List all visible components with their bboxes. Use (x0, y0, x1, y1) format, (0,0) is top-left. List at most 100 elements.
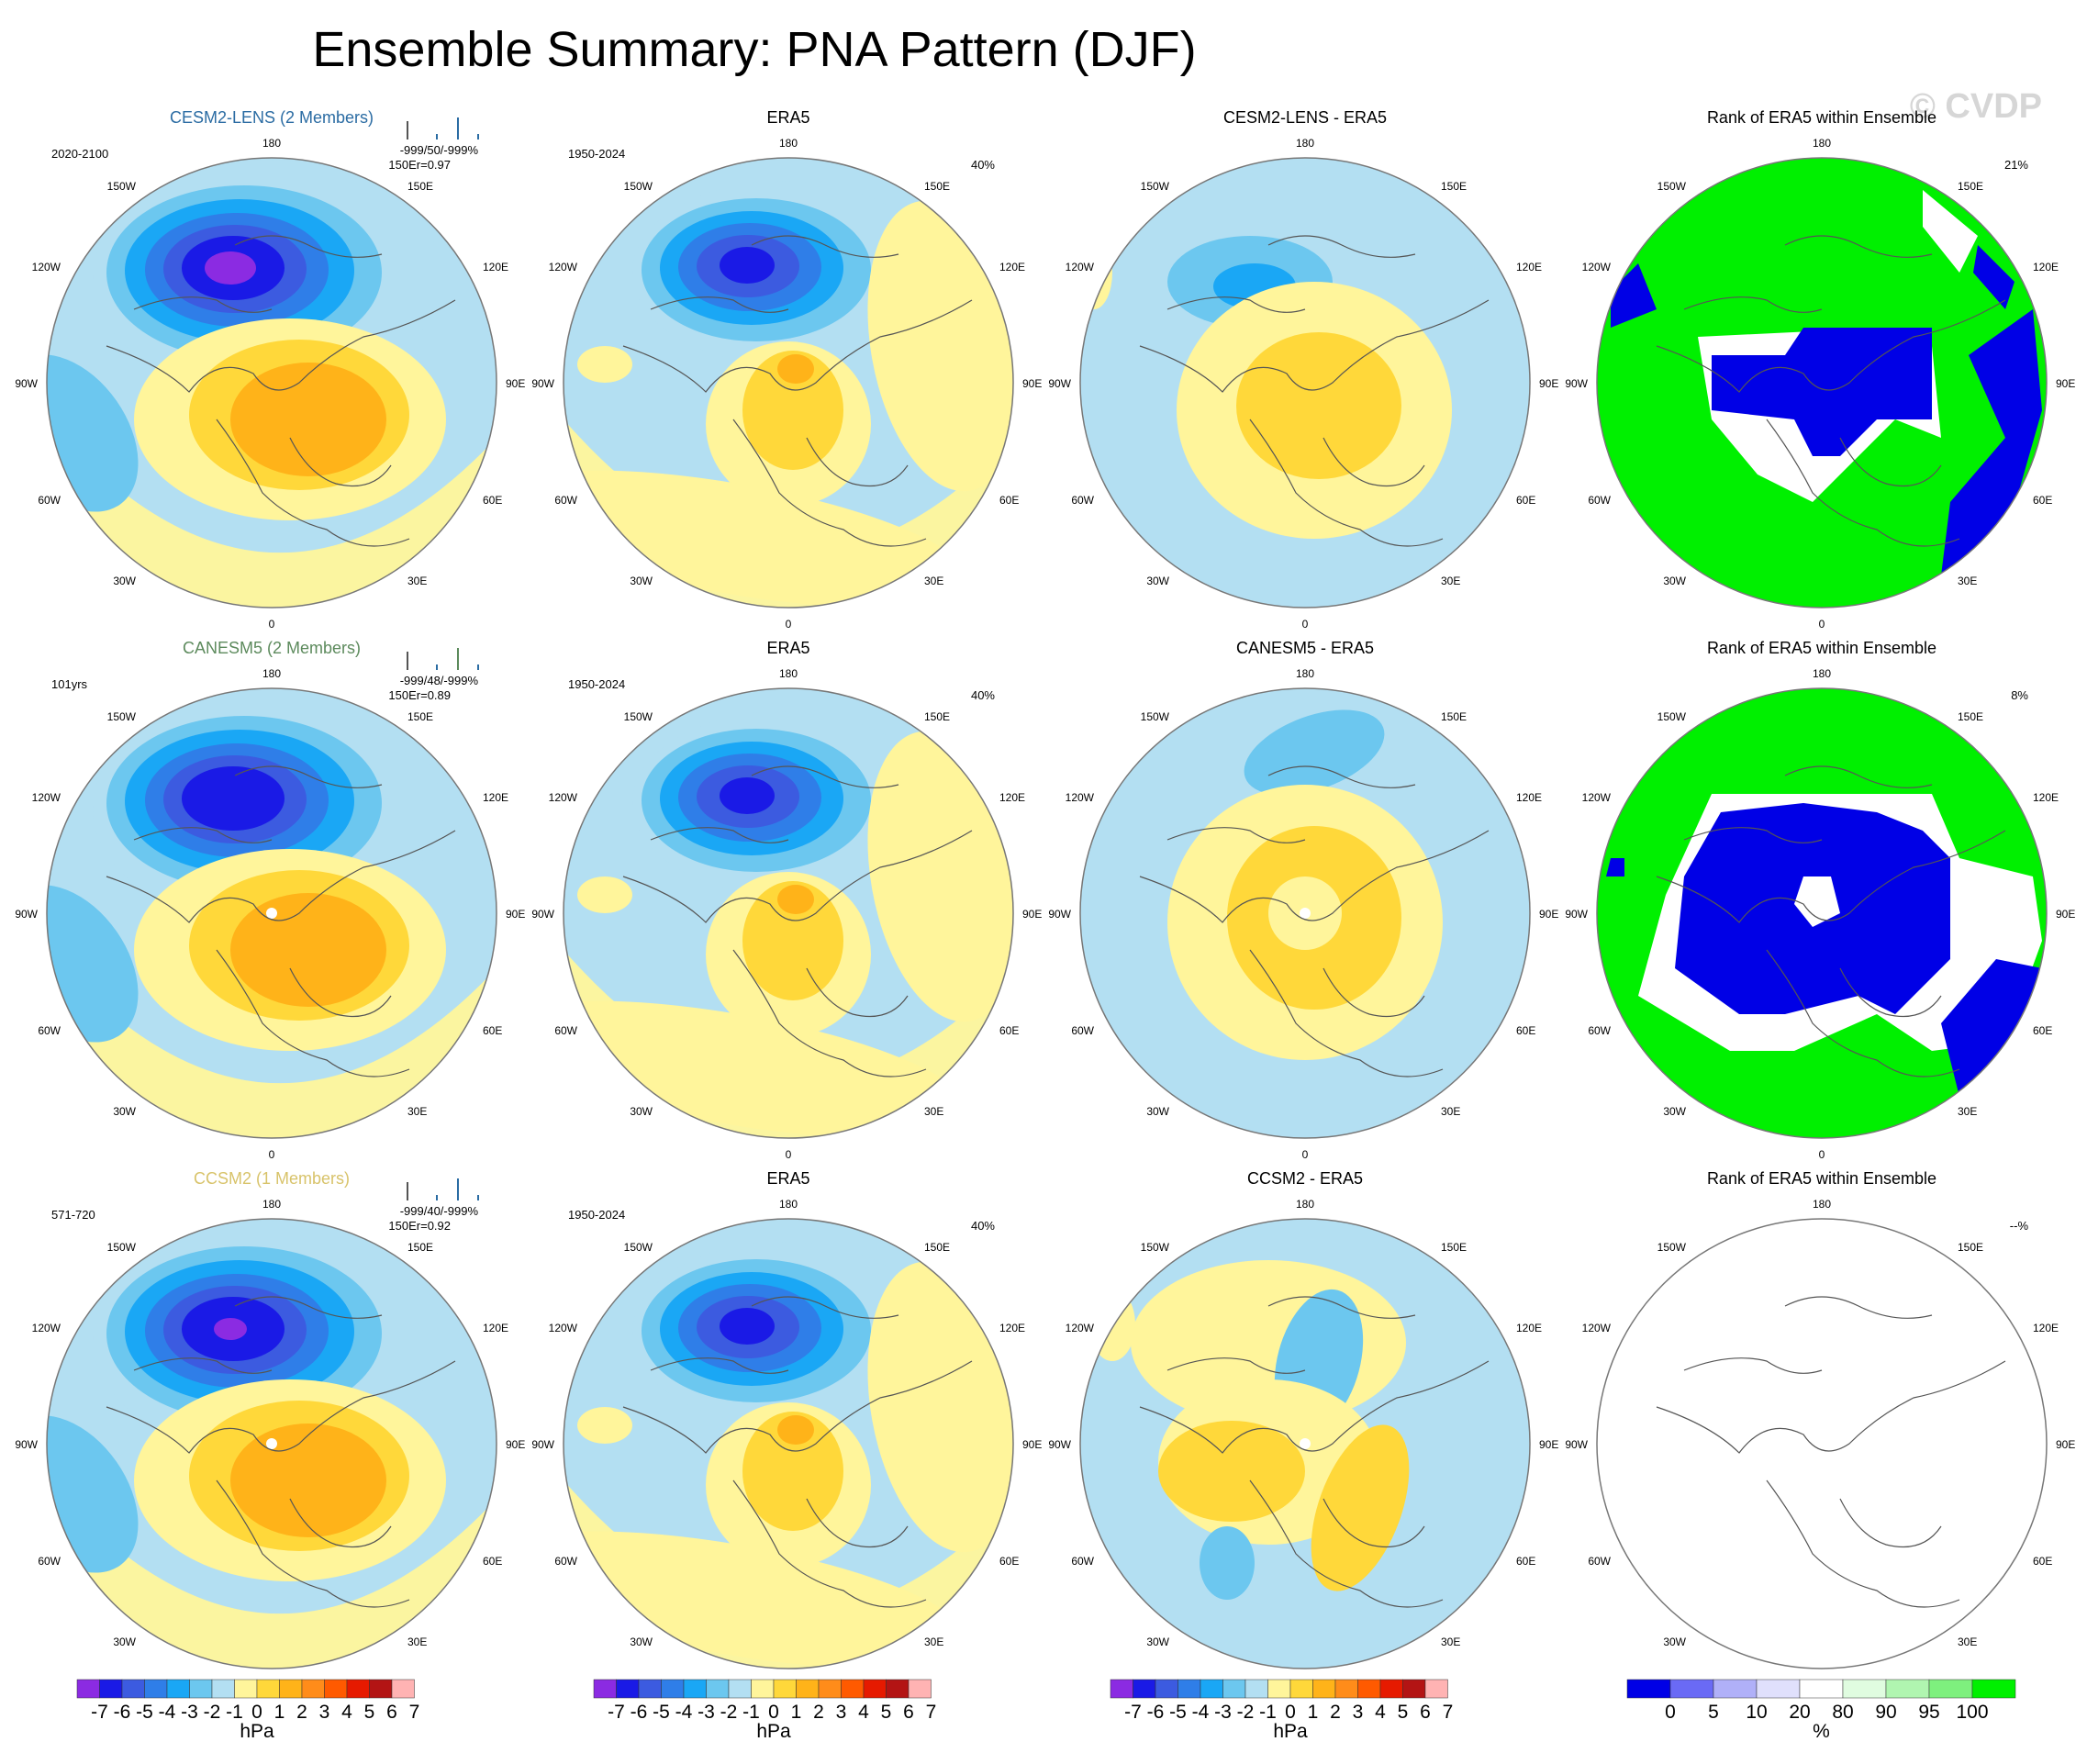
colorbar-swatch (301, 1679, 325, 1699)
lon-label-lr2: 30E (407, 1105, 427, 1118)
map-disk (564, 1219, 1013, 1669)
contour-region (47, 885, 139, 1043)
era5-years: 1950-2024 (568, 677, 625, 691)
stats-line-1: -999/40/-999% (400, 1204, 479, 1218)
model-title: CANESM5 (2 Members) (183, 639, 361, 657)
rank-region (1606, 858, 1624, 876)
coastline (1656, 1296, 2006, 1608)
lon-label-ll1: 60W (554, 1024, 577, 1037)
map-disk (47, 1219, 497, 1669)
lon-label-lr2: 30E (1441, 575, 1460, 587)
lon-label-left: 90W (1565, 377, 1588, 390)
colorbar-swatch (324, 1679, 348, 1699)
lon-label-ur2: 120E (483, 261, 508, 274)
contour-region (47, 354, 139, 512)
lon-label-right: 90E (1022, 1438, 1042, 1451)
lon-label-lr1: 60E (999, 494, 1019, 507)
colorbar-tick: -1 (1259, 1702, 1277, 1723)
lon-label-top: 180 (779, 667, 798, 680)
colorbar-tick: 0 (1285, 1702, 1296, 1723)
map-border (1079, 687, 1531, 1139)
colorbar-tick: 5 (1708, 1702, 1719, 1723)
lon-label-ur1: 150E (1441, 180, 1467, 193)
panel-r1-c1: 180 0 90W 90E 150W 120W 150E 120E 60W 30W 60E 30E CE… (15, 108, 525, 631)
pole-point (1300, 908, 1311, 919)
colorbar-swatch (1756, 1679, 1801, 1699)
colorbar-tick: -2 (204, 1702, 221, 1723)
lon-label-lr1: 60E (1516, 1555, 1535, 1568)
colorbar-tick: 0 (1665, 1702, 1676, 1723)
lon-label-ul1: 150W (1657, 180, 1687, 193)
map-border (46, 1218, 497, 1669)
contour-region (777, 1415, 814, 1445)
watermark: © CVDP (1910, 87, 2042, 126)
lon-label-lr1: 60E (1516, 494, 1535, 507)
map-border (1596, 1218, 2048, 1669)
lon-label-right: 90E (2056, 908, 2075, 921)
lon-label-ul1: 150W (1141, 180, 1170, 193)
coastline (622, 235, 973, 547)
lon-label-bottom: 0 (1819, 618, 1825, 631)
lon-label-lr2: 30E (924, 575, 943, 587)
coastline (622, 1296, 973, 1608)
lon-label-ur2: 120E (1516, 1322, 1542, 1334)
map-disk (1597, 158, 2047, 608)
map-disk (1597, 688, 2047, 1138)
colorbar-swatch (841, 1679, 865, 1699)
colorbar-swatch (1357, 1679, 1381, 1699)
colorbar-swatch (1267, 1679, 1291, 1699)
colorbar-tick: 20 (1789, 1702, 1810, 1723)
map-border (46, 687, 497, 1139)
lon-label-left: 90W (15, 1438, 38, 1451)
map-disk (1080, 1219, 1530, 1669)
stats-line-2: 150Er=0.89 (388, 688, 451, 702)
lon-label-right: 90E (2056, 377, 2075, 390)
panel-r2-c3: 180 0 90W 90E 150W 120W 150E 120E 60W 30W 60E 30E CA… (1048, 639, 1558, 1161)
lon-label-lr1: 60E (1516, 1024, 1535, 1037)
coastline (106, 235, 456, 547)
map-border (1079, 1218, 1531, 1669)
contour-region (1158, 1421, 1305, 1522)
colorbar-swatch (1177, 1679, 1201, 1699)
colorbar-tick: 5 (1398, 1702, 1409, 1723)
contour-region (1236, 332, 1401, 479)
colorbar-tick: 7 (1443, 1702, 1454, 1723)
rank-pct: 8% (2011, 688, 2028, 702)
contour-region (577, 876, 632, 913)
map-border (1596, 157, 2048, 608)
map-border (1079, 157, 1531, 608)
lon-label-ll1: 60W (38, 494, 61, 507)
rank-pct: 21% (2004, 158, 2028, 172)
panel-r2-c4: 180 0 90W 90E 150W 120W 150E 120E 60W 30W 60E 30E Ra… (1565, 639, 2075, 1161)
colorbar-swatch (886, 1679, 910, 1699)
colorbar-tick: 7 (926, 1702, 937, 1723)
map-disk (564, 158, 1013, 608)
colorbar-swatch (1713, 1679, 1758, 1699)
lon-label-left: 90W (531, 1438, 554, 1451)
lon-label-ur2: 120E (483, 1322, 508, 1334)
model-years: 2020-2100 (51, 147, 108, 161)
colorbar-swatch (1155, 1679, 1178, 1699)
lon-label-ll1: 60W (38, 1024, 61, 1037)
lon-label-ll2: 30W (1146, 1105, 1169, 1118)
lon-label-ur1: 150E (407, 710, 433, 723)
lon-label-left: 90W (531, 908, 554, 921)
lon-label-ur2: 120E (1516, 791, 1542, 804)
coastline (622, 765, 973, 1077)
model-title: CCSM2 (1 Members) (194, 1169, 350, 1188)
contour-region (1089, 1288, 1135, 1361)
colorbar-field-1: -7 -6 -5 -4 -3 -2 -1 0 1 2 3 4 5 6 7 hPa (76, 1679, 419, 1742)
rank-region (1794, 876, 1840, 927)
lon-label-ur2: 120E (2033, 791, 2059, 804)
lon-label-ll1: 60W (38, 1555, 61, 1568)
colorbar-swatch (1312, 1679, 1336, 1699)
colorbar-swatch (1244, 1679, 1268, 1699)
lon-label-ul1: 150W (107, 180, 137, 193)
contour-region (577, 1407, 632, 1444)
colorbar-tick: -2 (1237, 1702, 1255, 1723)
map-disk (1597, 1219, 2047, 1669)
colorbar-swatch (99, 1679, 123, 1699)
contour-region (1311, 1424, 1410, 1591)
lon-label-bottom: 0 (1302, 1148, 1309, 1161)
colorbar-tick: 3 (319, 1702, 330, 1723)
